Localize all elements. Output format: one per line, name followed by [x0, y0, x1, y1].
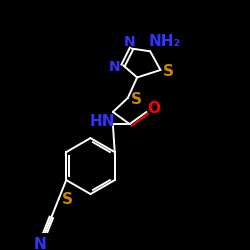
- Text: N: N: [109, 60, 120, 74]
- Text: NH₂: NH₂: [149, 34, 181, 50]
- Text: N: N: [34, 237, 46, 250]
- Text: S: S: [131, 92, 142, 107]
- Text: HN: HN: [90, 114, 115, 129]
- Text: S: S: [62, 192, 73, 207]
- Text: N: N: [124, 35, 136, 49]
- Text: O: O: [148, 101, 160, 116]
- Text: S: S: [163, 64, 174, 79]
